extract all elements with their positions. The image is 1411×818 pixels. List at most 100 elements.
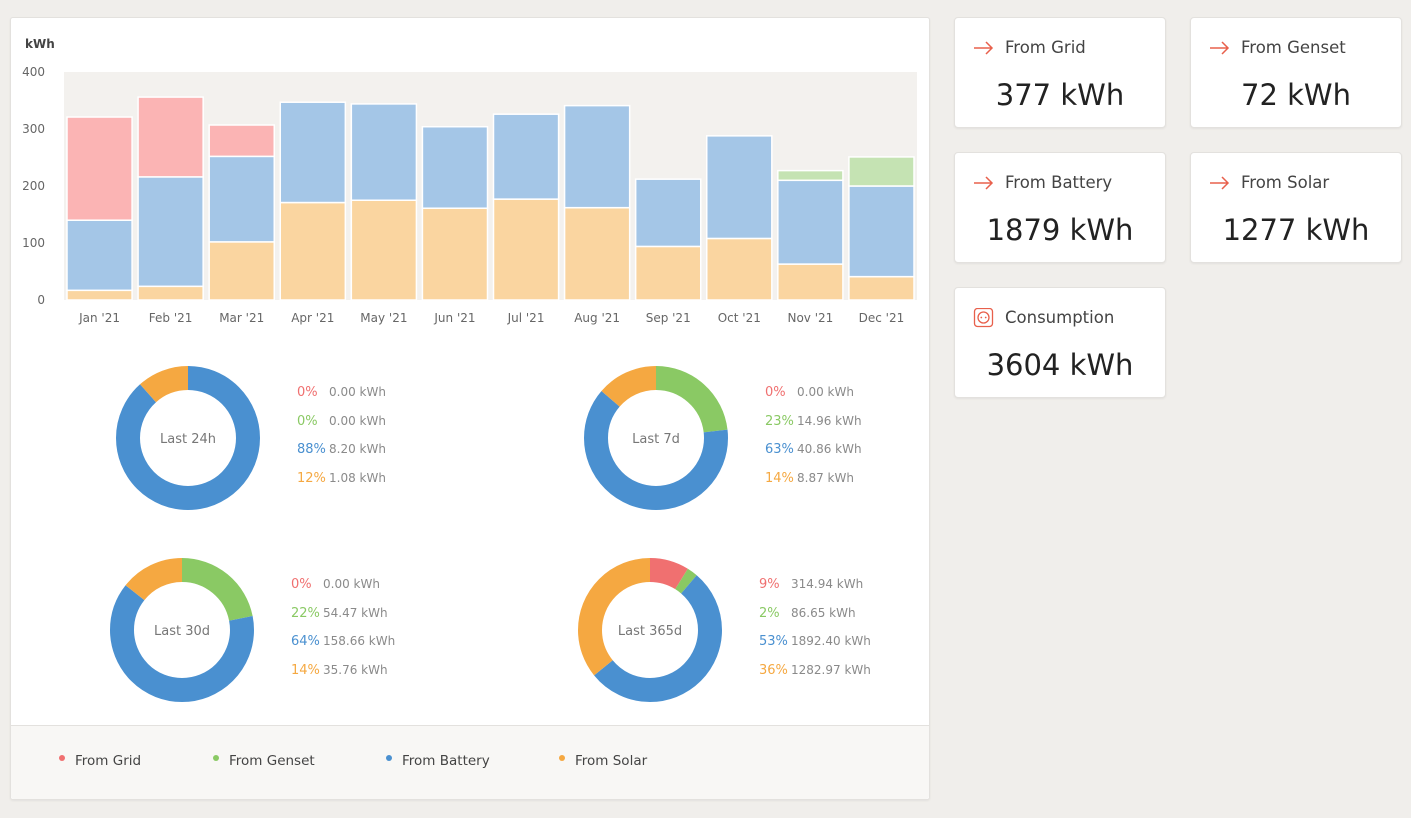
chart-legend-footer: From Grid From Genset From Battery From … [11,725,929,799]
bar-segment-from-solar[interactable] [137,285,204,301]
donut-legend-value: 314.94 kWh [791,577,864,591]
donut-legend-value: 1282.97 kWh [791,662,871,677]
donut-slice-from-solar[interactable] [584,366,728,510]
x-tick-label: Nov '21 [787,311,833,325]
donut-legend-value: 35.76 kWh [323,662,388,677]
donut-legend-percent: 0% [297,385,318,400]
card-from-solar[interactable]: From Solar 1277 kWh [1190,152,1402,263]
bar-segment-from-battery[interactable] [492,113,560,200]
donut-slice-from-solar[interactable] [110,558,254,702]
energy-chart-panel: kWh 0 100 200 300 400 Jan '21 Feb '21 Mar '21 Apr… [10,17,930,800]
donut-legend-percent: 14% [765,470,794,486]
x-tick-label: Aug '21 [574,311,620,325]
donut-legend: 9% 314.94 kWh 2% 86.65 kWh 53% 1892.40 kWh 36%… [759,575,871,689]
bar-segment-from-solar[interactable] [350,199,418,301]
bar-segment-from-solar[interactable] [563,206,631,301]
bar-segment-from-battery[interactable] [208,155,276,243]
donut-legend: 0% 0.00 kWh 23% 14.96 kWh 63% 40.86 kWh 14% 8.8… [765,383,862,497]
bar-segment-from-battery[interactable] [848,185,915,278]
bar-segment-from-grid[interactable] [137,96,204,178]
legend-item-solar[interactable]: From Solar [559,753,647,769]
bar-segment-from-battery[interactable] [706,135,773,240]
donut-chart: Last 24h [116,366,260,510]
legend-item-grid[interactable]: From Grid [59,753,141,769]
card-value: 3604 kWh [986,348,1134,382]
bar-segment-from-solar[interactable] [848,275,915,301]
donut-legend-row: 2% 86.65 kWh [759,604,871,633]
card-from-battery[interactable]: From Battery 1879 kWh [954,152,1166,263]
bar-segment-from-solar[interactable] [421,207,489,301]
donut-center-label: Last 24h [160,432,216,447]
card-value: 72 kWh [1241,78,1351,112]
donut-slice-from-battery[interactable] [584,366,728,510]
plot-area [64,72,917,300]
bar-segment-from-battery[interactable] [777,179,844,265]
arrow-right-icon [974,41,994,55]
donut-last-24h: Last 24h 0% 0.00 kWh 0% 0.00 kWh 88% 8.20 kWh 1… [115,364,415,514]
donut-legend-percent: 0% [297,413,318,429]
donut-legend-percent: 14% [291,662,320,678]
bar-segment-from-battery[interactable] [421,125,489,209]
y-tick-label: 100 [22,236,45,250]
bar-segment-from-battery[interactable] [350,103,418,201]
donut-slice-from-battery[interactable] [578,558,722,702]
card-from-genset[interactable]: From Genset 72 kWh [1190,17,1402,128]
card-consumption[interactable]: Consumption 3604 kWh [954,287,1166,398]
bar-segment-from-battery[interactable] [137,176,204,288]
donut-legend-value: 40.86 kWh [797,442,862,456]
legend-dot-solar [559,755,565,761]
x-tick-label: May '21 [360,311,407,325]
donut-legend-row: 0% 0.00 kWh [291,575,395,604]
bar-segment-from-solar[interactable] [706,237,773,301]
donut-legend-percent: 2% [759,605,780,621]
legend-dot-battery [386,755,392,761]
donut-legend-percent: 64% [291,634,320,649]
bar-segment-from-solar[interactable] [279,201,347,301]
bar-segment-from-battery[interactable] [279,101,347,204]
card-value: 377 kWh [995,78,1125,112]
bar-segment-from-battery[interactable] [66,219,133,292]
legend-label: From Battery [402,753,490,769]
bar-segment-from-genset[interactable] [777,169,844,182]
donut-legend-percent: 36% [759,662,788,678]
arrow-right-icon [1210,41,1230,55]
bar-segment-from-solar[interactable] [634,245,702,301]
x-tick-label: Feb '21 [149,311,193,325]
donut-legend: 0% 0.00 kWh 22% 54.47 kWh 64% 158.66 kWh 14% 35… [291,575,395,689]
donut-legend-row: 14% 35.76 kWh [291,661,395,690]
y-tick-label: 300 [22,122,45,136]
bar-segment-from-solar[interactable] [777,263,844,301]
bar-segment-from-solar[interactable] [66,289,133,301]
donut-chart: Last 7d [584,366,728,510]
bar-segment-from-battery[interactable] [634,178,702,248]
donut-legend-value: 0.00 kWh [329,413,386,428]
donut-slice-from-solar[interactable] [578,558,722,702]
y-tick-label: 0 [37,293,45,307]
legend-item-battery[interactable]: From Battery [386,753,490,769]
bar-segment-from-solar[interactable] [492,198,560,301]
bar-segment-from-grid[interactable] [66,116,133,221]
donut-legend-percent: 88% [297,442,326,457]
bar-segment-from-grid[interactable] [208,124,276,158]
card-title: From Grid [1005,38,1086,57]
card-from-grid[interactable]: From Grid 377 kWh [954,17,1166,128]
donut-legend-value: 8.20 kWh [329,442,386,456]
x-tick-label: Jul '21 [507,311,545,325]
donut-legend-value: 0.00 kWh [329,385,386,399]
bar-segment-from-battery[interactable] [563,104,631,209]
legend-label: From Solar [575,753,648,769]
donut-center-label: Last 7d [632,432,680,447]
donut-legend: 0% 0.00 kWh 0% 0.00 kWh 88% 8.20 kWh 12% 1.08 k… [297,383,386,497]
legend-item-genset[interactable]: From Genset [213,753,315,769]
arrow-right-icon [974,176,994,190]
donut-slice-from-battery[interactable] [110,558,254,702]
legend-label: From Grid [75,753,142,769]
bar-segment-from-genset[interactable] [848,156,915,187]
donut-legend-percent: 0% [765,385,786,400]
donut-last-365d: Last 365d 9% 314.94 kWh 2% 86.65 kWh 53% 1892.… [577,556,897,706]
bar-segment-from-solar[interactable] [208,241,276,301]
legend-label: From Genset [229,753,315,769]
donut-legend-value: 8.87 kWh [797,470,854,485]
x-tick-label: Dec '21 [859,311,905,325]
donut-slice-from-solar[interactable] [116,366,260,510]
